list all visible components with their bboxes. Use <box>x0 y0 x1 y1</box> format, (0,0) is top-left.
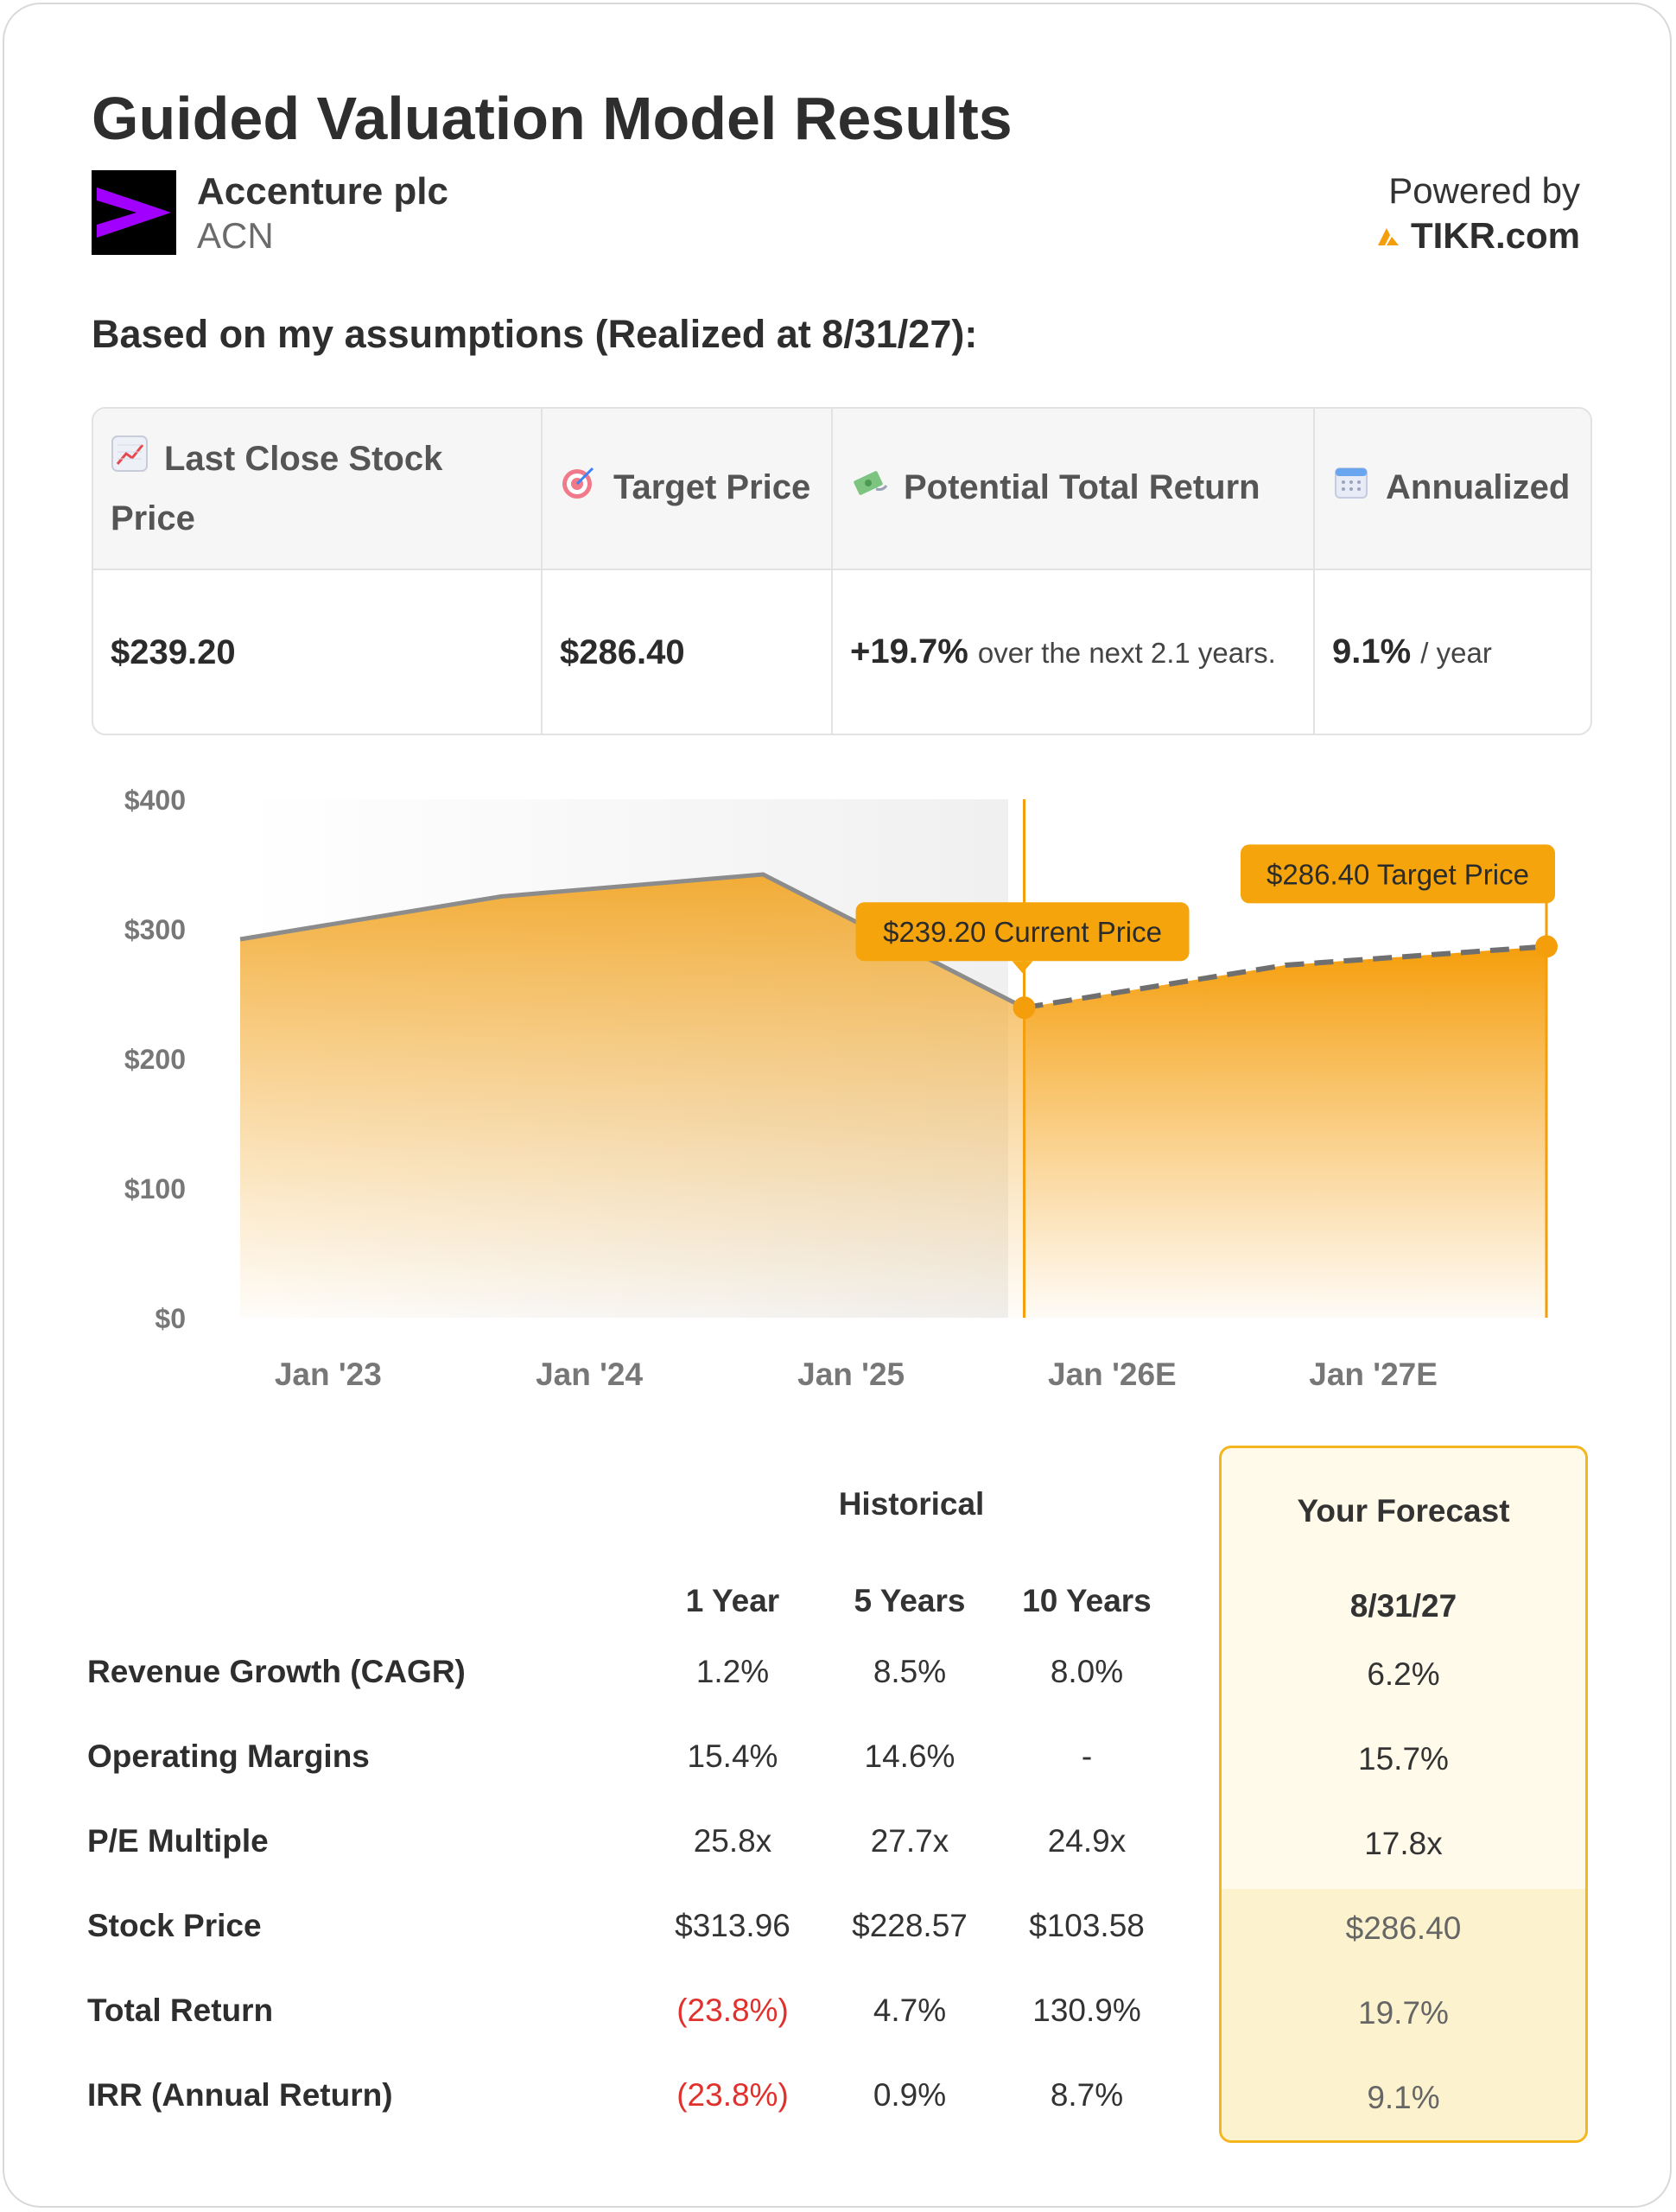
target-icon <box>560 461 598 518</box>
table-cell: 25.8x <box>693 1823 772 1859</box>
forecast-panel: Your Forecast 8/31/27 <box>1219 1446 1588 2143</box>
metric-total-return: Potential Total Return +19.7% over the n… <box>833 409 1315 734</box>
y-tick-label: $0 <box>155 1303 186 1334</box>
money-with-wings-icon <box>850 461 888 518</box>
forecast-line <box>1024 944 1547 1011</box>
x-tick-label: Jan '23 <box>275 1357 382 1392</box>
page-title: Guided Valuation Model Results <box>92 85 1013 152</box>
table-cell: 14.6% <box>864 1738 955 1774</box>
forecast-result: $286.40 <box>1345 1910 1462 1946</box>
metric-label: Last Close Stock Price <box>111 440 443 537</box>
metric-annualized: Annualized 9.1% / year <box>1315 409 1590 734</box>
metric-label: Target Price <box>613 468 811 507</box>
company-name: Accenture plc <box>197 170 448 213</box>
current-price-callout: $239.20 Current Price <box>855 902 1190 974</box>
metric-label: Annualized <box>1386 468 1571 507</box>
target-price-callout: $286.40 Target Price <box>1241 844 1555 904</box>
brand-name: TIKR.com <box>1410 215 1580 256</box>
annotation-label: $239.20 Current Price <box>883 916 1162 948</box>
table-cell: 0.9% <box>873 2077 947 2113</box>
annualized-suffix: / year <box>1420 636 1492 669</box>
table-cell-negative: (23.8%) <box>676 2077 789 2113</box>
y-axis: $400 $300 $200 $100 $0 <box>124 785 186 1334</box>
forecast-result: 19.7% <box>1358 1995 1449 2031</box>
table-cell: 4.7% <box>873 1993 947 2028</box>
chart-annotations: $239.20 Current Price $286.40 Target Pric… <box>855 844 1555 974</box>
table-cell: 27.7x <box>870 1823 949 1859</box>
forecast-input[interactable]: 17.8x <box>1364 1826 1443 1861</box>
x-tick-label: Jan '25 <box>797 1357 905 1392</box>
target-price-point <box>1535 935 1558 958</box>
total-return-suffix: over the next 2.1 years. <box>977 636 1276 669</box>
col-10-years: 10 Years <box>1022 1583 1152 1618</box>
powered-by-label: Powered by <box>1388 170 1580 211</box>
metric-last-close: Last Close Stock Price $239.20 <box>93 409 543 734</box>
forecast-date: 8/31/27 <box>1349 1588 1457 1624</box>
forecast-area <box>1024 946 1546 1318</box>
chart-increasing-icon <box>111 433 149 490</box>
x-tick-label: Jan '24 <box>536 1357 643 1392</box>
table-cell: - <box>1081 1738 1093 1774</box>
y-tick-label: $300 <box>124 914 186 945</box>
tikr-logo-icon <box>1377 228 1399 245</box>
table-cell: $313.96 <box>675 1908 790 1943</box>
table-cell: 130.9% <box>1032 1993 1141 2028</box>
table-cell: 1.2% <box>695 1654 770 1689</box>
last-close-value: $239.20 <box>111 632 236 671</box>
metrics-table: Last Close Stock Price $239.20 Target Pr… <box>92 407 1592 735</box>
x-tick-label: Jan '27E <box>1309 1357 1438 1392</box>
col-5-years: 5 Years <box>854 1583 966 1618</box>
accenture-logo-icon <box>92 170 176 255</box>
table-cell: 8.5% <box>873 1654 947 1689</box>
x-tick-label: Jan '26E <box>1048 1357 1177 1392</box>
row-label: Operating Margins <box>87 1738 370 1774</box>
x-axis: Jan '23 Jan '24 Jan '25 Jan '26E Jan '27E <box>275 1357 1438 1392</box>
forecast-result: 9.1% <box>1367 2080 1440 2115</box>
table-cell: 24.9x <box>1047 1823 1127 1859</box>
row-label: P/E Multiple <box>87 1823 269 1859</box>
forecast-result-band <box>1222 1889 1585 2140</box>
price-chart: $400 $300 $200 $100 $0 Jan '23 Jan '24 Jan '25… <box>124 785 1558 1392</box>
y-tick-label: $400 <box>124 785 186 816</box>
metric-label: Potential Total Return <box>904 468 1260 507</box>
row-label: IRR (Annual Return) <box>87 2077 393 2113</box>
total-return-value: +19.7% <box>850 632 968 671</box>
historical-area <box>240 874 1025 1318</box>
table-cell: 8.0% <box>1050 1654 1124 1689</box>
y-tick-label: $100 <box>124 1173 186 1205</box>
table-cell-negative: (23.8%) <box>676 1993 789 2028</box>
metric-target: Target Price $286.40 <box>543 409 833 734</box>
col-1-year: 1 Year <box>685 1583 780 1618</box>
table-cell: 8.7% <box>1050 2077 1124 2113</box>
row-label: Total Return <box>87 1993 274 2028</box>
company-ticker: ACN <box>197 215 274 256</box>
forecast-input[interactable]: 6.2% <box>1367 1656 1440 1692</box>
forecast-input[interactable]: 15.7% <box>1358 1741 1449 1777</box>
row-label: Revenue Growth (CAGR) <box>87 1654 466 1689</box>
brand-link[interactable]: TIKR.com <box>1376 215 1580 257</box>
row-label: Stock Price <box>87 1908 262 1943</box>
y-tick-label: $200 <box>124 1044 186 1075</box>
annualized-value: 9.1% <box>1332 632 1412 671</box>
company-logo <box>92 170 176 255</box>
calendar-icon <box>1332 461 1370 518</box>
annotation-label: $286.40 Target Price <box>1267 858 1529 890</box>
current-price-point <box>1013 996 1036 1020</box>
table-cell: 15.4% <box>687 1738 778 1774</box>
assumptions-heading: Based on my assumptions (Realized at 8/3… <box>92 312 978 356</box>
table-cell: $228.57 <box>852 1908 968 1943</box>
table-cell: $103.58 <box>1029 1908 1145 1943</box>
historical-header: Historical <box>838 1486 985 1522</box>
target-value: $286.40 <box>560 632 685 671</box>
forecast-header: Your Forecast <box>1297 1493 1510 1529</box>
